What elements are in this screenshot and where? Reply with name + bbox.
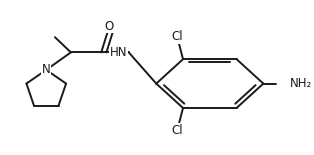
Text: Cl: Cl (171, 124, 183, 137)
Text: O: O (105, 20, 114, 33)
Text: HN: HN (110, 46, 127, 59)
Text: N: N (42, 63, 51, 76)
Text: Cl: Cl (171, 31, 183, 43)
Text: NH₂: NH₂ (290, 77, 312, 90)
